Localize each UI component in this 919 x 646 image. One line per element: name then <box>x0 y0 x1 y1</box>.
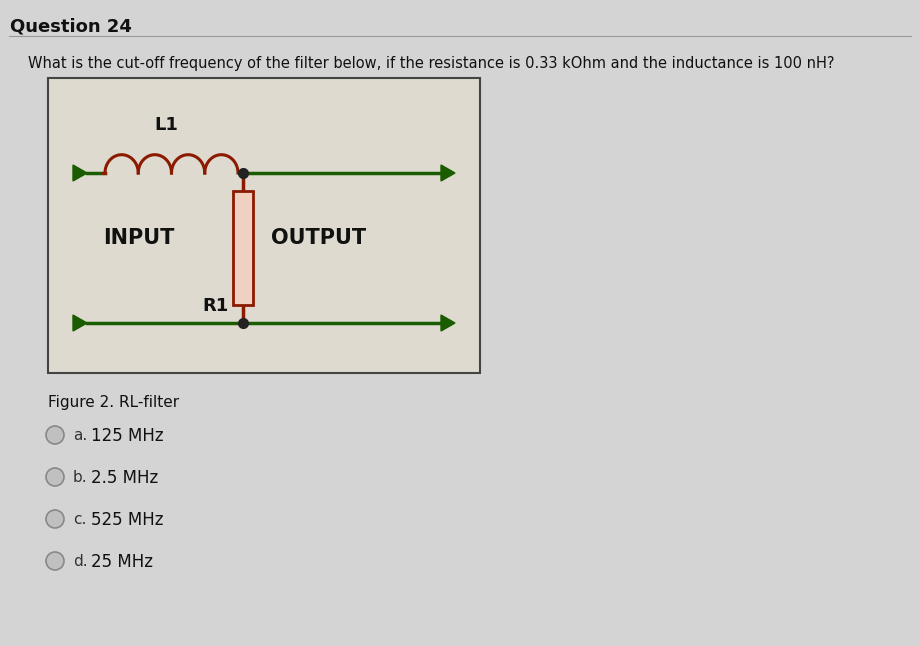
Circle shape <box>46 426 64 444</box>
Text: 25 MHz: 25 MHz <box>91 553 153 571</box>
Text: c.: c. <box>73 512 86 526</box>
Polygon shape <box>440 315 455 331</box>
Text: Question 24: Question 24 <box>10 18 131 36</box>
Polygon shape <box>440 165 455 181</box>
Bar <box>48 78 480 373</box>
Text: b.: b. <box>73 470 87 484</box>
Text: Figure 2. RL-filter: Figure 2. RL-filter <box>48 395 179 410</box>
Text: a.: a. <box>73 428 87 443</box>
Circle shape <box>46 510 64 528</box>
Text: 2.5 MHz: 2.5 MHz <box>91 469 158 487</box>
Text: L1: L1 <box>154 116 178 134</box>
Text: 525 MHz: 525 MHz <box>91 511 164 529</box>
Text: OUTPUT: OUTPUT <box>271 228 366 248</box>
Circle shape <box>46 552 64 570</box>
Polygon shape <box>73 315 87 331</box>
Text: d.: d. <box>73 554 87 568</box>
Bar <box>233 191 253 305</box>
Text: What is the cut-off frequency of the filter below, if the resistance is 0.33 kOh: What is the cut-off frequency of the fil… <box>28 56 834 71</box>
Polygon shape <box>73 165 87 181</box>
Text: R1: R1 <box>202 297 229 315</box>
Text: 125 MHz: 125 MHz <box>91 427 164 445</box>
Text: INPUT: INPUT <box>103 228 175 248</box>
Circle shape <box>46 468 64 486</box>
